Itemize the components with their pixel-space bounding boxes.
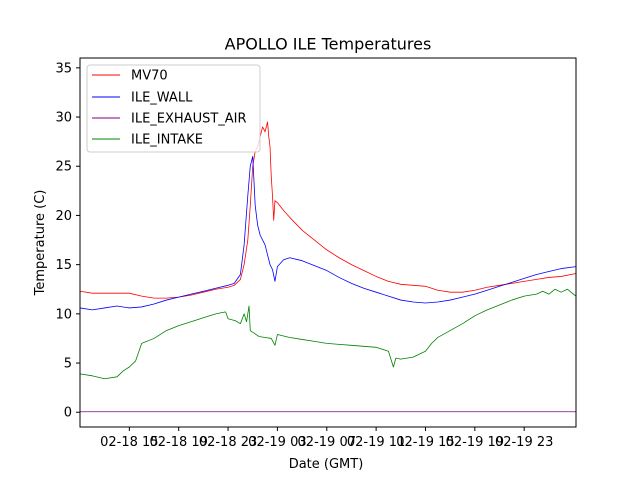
y-tick-label: 30 [55,111,72,126]
y-tick-label: 0 [64,406,72,421]
chart-title: APOLLO ILE Temperatures [225,35,432,54]
legend-label-mv70: MV70 [131,69,168,84]
y-tick-label: 15 [55,258,72,273]
y-axis-label: Temperature (C) [33,190,48,297]
y-tick-label: 25 [55,160,72,175]
legend-label-ile-intake: ILE_INTAKE [131,133,203,148]
legend-label-ile-exhaust-air: ILE_EXHAUST_AIR [131,112,247,127]
y-tick-label: 5 [64,357,72,372]
y-tick-label: 20 [55,209,72,224]
x-axis-label: Date (GMT) [289,457,364,472]
legend-label-ile-wall: ILE_WALL [131,91,193,106]
chart: APOLLO ILE Temperatures 0 5 10 15 20 25 30 35 0… [0,0,640,480]
y-tick-label: 10 [55,307,72,322]
legend: MV70 ILE_WALL ILE_EXHAUST_AIR ILE_INTAKE [87,65,260,152]
y-tick-label: 35 [55,61,72,76]
x-tick-label: 02-19 23 [495,435,553,450]
